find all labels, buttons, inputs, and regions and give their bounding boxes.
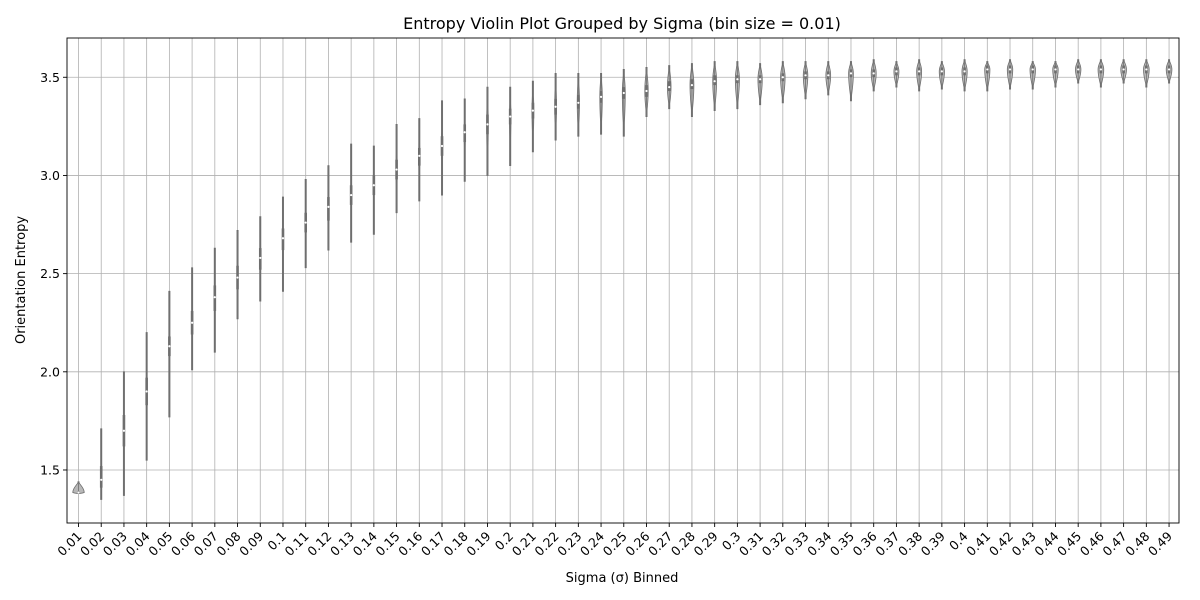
violin-median	[1031, 68, 1034, 71]
violin-median	[804, 74, 807, 77]
violin-median	[463, 131, 466, 134]
violin-median	[213, 296, 216, 299]
violin-median	[191, 321, 194, 324]
violin-median	[827, 74, 830, 77]
violin-median	[259, 256, 262, 260]
violin-median	[736, 78, 739, 81]
violin-median	[509, 115, 512, 118]
y-tick-label: 1.5	[40, 462, 60, 477]
x-axis-label: Sigma (σ) Binned	[566, 571, 679, 586]
violin-median	[281, 237, 285, 240]
violin-median	[918, 70, 921, 73]
violin-median	[554, 105, 557, 108]
violin-median	[1167, 68, 1171, 71]
violin-median	[304, 221, 307, 224]
y-tick-label: 2.5	[40, 266, 60, 281]
violin-median	[940, 70, 943, 73]
violin-median	[690, 84, 694, 87]
violin-median	[599, 95, 603, 99]
violin-layer	[72, 59, 1173, 500]
violin-median	[168, 345, 171, 348]
violin-median	[122, 429, 126, 432]
violin-median	[440, 144, 444, 148]
violin-median	[350, 193, 353, 197]
chart-title: Entropy Violin Plot Grouped by Sigma (bi…	[403, 14, 841, 33]
violin-median	[849, 72, 853, 75]
violin-median	[145, 390, 148, 393]
violin-median	[577, 101, 580, 104]
violin-median	[395, 168, 398, 171]
violin-median	[713, 80, 716, 83]
violin-median	[759, 78, 762, 81]
y-axis-label: Orientation Entropy	[14, 216, 29, 344]
y-axis-ticks: 1.5 2.0 2.5 3.0 3.5	[40, 70, 67, 477]
violin-median	[622, 91, 625, 95]
violin-median	[1008, 68, 1012, 71]
y-tick-label: 3.0	[40, 168, 60, 183]
violin-median	[986, 68, 989, 71]
violin-median	[1099, 68, 1102, 71]
violin-median	[486, 123, 489, 126]
violin-median	[645, 89, 648, 93]
violin-median	[531, 109, 535, 112]
violin-median	[1077, 68, 1080, 71]
y-tick-label: 2.0	[40, 364, 60, 379]
violin-median	[418, 154, 421, 157]
violin-median	[963, 70, 966, 73]
violin-median	[100, 478, 103, 481]
violin-median	[668, 85, 671, 89]
violin-median	[1145, 68, 1148, 71]
violin-median	[781, 76, 784, 79]
violin-median	[1054, 68, 1057, 71]
violin-median	[372, 184, 375, 187]
grid-layer	[67, 38, 1179, 523]
violin-median	[327, 205, 330, 208]
violin-median	[236, 276, 239, 279]
y-tick-label: 3.5	[40, 70, 60, 85]
violin-median	[1122, 68, 1125, 71]
violin-median	[895, 70, 898, 73]
violin-median	[872, 72, 875, 75]
plot-frame	[66, 37, 1180, 524]
violin-median	[77, 491, 80, 494]
